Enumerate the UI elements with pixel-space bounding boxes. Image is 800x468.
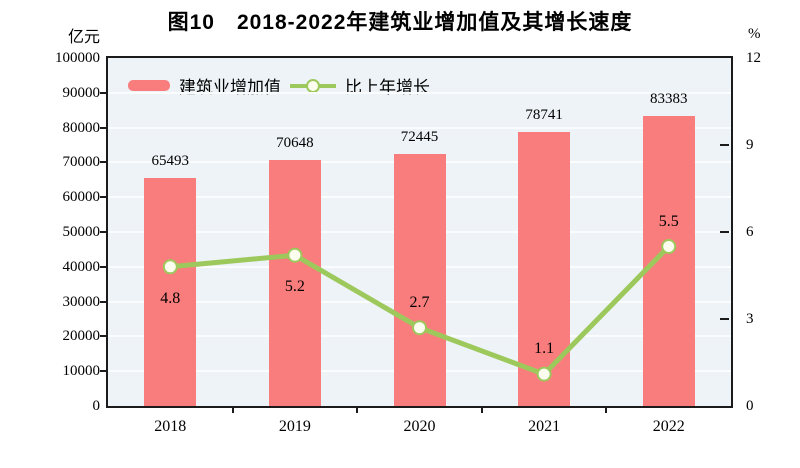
plot-area: 建筑业增加值 比上年增长 65493 70648 72445 78741 83383 4.…	[106, 56, 733, 408]
bar-value-label: 83383	[649, 90, 688, 107]
y-tick-label-right: 12	[746, 50, 761, 66]
gridline	[108, 91, 731, 94]
legend-bar-label: 建筑业增加值	[179, 78, 281, 97]
bar-value-label: 78741	[525, 106, 563, 123]
rate-value-label: 1.1	[534, 340, 555, 358]
chart-title: 图10 2018-2022年建筑业增加值及其增长速度	[167, 11, 633, 34]
y-tick-label-left: 0	[92, 398, 101, 414]
left-axis-tick	[100, 265, 108, 268]
x-tick-label: 2021	[528, 418, 561, 435]
x-tick-label: 2019	[278, 418, 311, 435]
y-tick-label-right: 9	[746, 137, 754, 153]
bar-value-label: 72445	[400, 128, 439, 145]
x-tick-label: 2022	[652, 418, 685, 435]
legend-line-swatch	[290, 78, 336, 93]
bar-2021	[518, 131, 571, 406]
y-tick-label-left: 90000	[62, 84, 101, 101]
legend: 建筑业增加值 比上年增长	[128, 73, 430, 98]
y-tick-label-left: 20000	[62, 328, 101, 345]
y-tick-label-left: 50000	[62, 224, 101, 240]
left-axis-tick	[100, 370, 108, 373]
right-axis-tick	[720, 144, 729, 146]
left-axis-tick	[100, 231, 108, 233]
x-axis-tick	[356, 406, 359, 413]
right-axis-unit: %	[748, 26, 761, 42]
y-tick-label-left: 100000	[55, 50, 100, 66]
y-tick-label-right: 0	[746, 398, 754, 414]
bar-2022	[642, 115, 695, 406]
y-tick-label-left: 70000	[62, 154, 101, 171]
left-axis-unit: 亿元	[67, 29, 100, 46]
y-tick-label-left: 40000	[62, 258, 101, 275]
rate-value-label: 5.2	[284, 278, 305, 296]
rate-value-label: 4.8	[160, 289, 181, 307]
y-tick-label-left: 80000	[62, 119, 101, 136]
left-axis-tick	[100, 126, 108, 129]
left-axis-tick	[100, 91, 108, 94]
gridline	[108, 126, 731, 129]
y-tick-label-left: 60000	[62, 189, 101, 206]
x-axis-tick	[605, 406, 608, 413]
x-tick-label: 2020	[403, 418, 436, 435]
y-tick-label-right: 6	[746, 224, 754, 240]
legend-line-label: 比上年增长	[345, 78, 430, 97]
left-axis-tick	[100, 335, 108, 338]
left-axis-tick	[100, 161, 108, 164]
y-tick-label-left: 10000	[62, 363, 101, 380]
right-axis-tick	[720, 231, 729, 233]
right-axis-tick	[720, 318, 729, 320]
x-tick-label: 2018	[154, 418, 187, 435]
x-axis-tick	[480, 406, 483, 413]
bar-value-label: 70648	[276, 135, 314, 152]
left-axis-tick	[100, 300, 108, 303]
rate-value-label: 2.7	[409, 293, 430, 311]
x-axis-tick	[231, 406, 234, 413]
rate-value-label: 5.5	[658, 212, 679, 230]
bar-value-label: 65493	[151, 153, 190, 170]
left-axis-tick	[100, 196, 108, 199]
y-tick-label-left: 30000	[62, 293, 101, 310]
bar-2020	[393, 153, 446, 406]
legend-bar-swatch	[128, 80, 170, 91]
y-tick-label-right: 3	[746, 311, 754, 327]
